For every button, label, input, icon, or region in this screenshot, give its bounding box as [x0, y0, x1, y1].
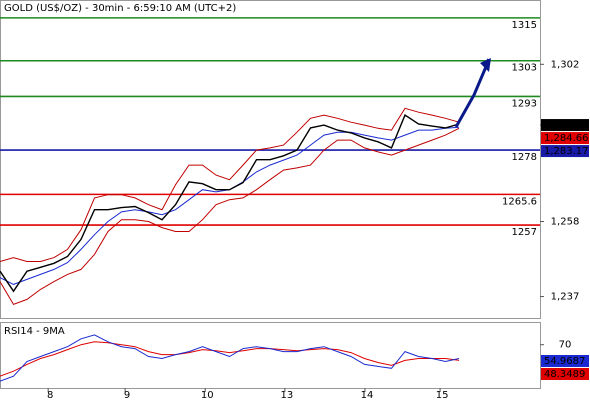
forecast-arrow	[454, 62, 488, 128]
price-tag	[541, 354, 589, 367]
series-line	[0, 341, 460, 377]
series-line	[0, 127, 460, 306]
price-tag-label: 54.9687	[544, 356, 585, 367]
level-label: 1315	[512, 20, 537, 31]
y-tick-label: 1,258	[551, 217, 580, 228]
price-tag-label: 1,283.17	[544, 146, 589, 157]
price-tag-label: 48.3489	[544, 369, 585, 380]
x-tick-label: 9	[124, 390, 130, 400]
rsi-panel	[0, 322, 541, 389]
arrow-head	[480, 58, 491, 72]
x-tick-label: 8	[47, 390, 53, 400]
price-tag	[541, 145, 589, 158]
level-label: 1265.6	[502, 196, 537, 207]
series-line	[0, 114, 460, 293]
y-tick-label: 70	[559, 340, 572, 351]
price-tag	[541, 132, 589, 145]
y-tick-label: 1,237	[551, 292, 580, 303]
chart-title: GOLD (US$/OZ) - 30min - 6:59:10 AM (UTC+…	[4, 3, 236, 14]
series-line	[0, 107, 460, 262]
level-label: 1293	[512, 98, 537, 109]
x-tick-label: 13	[280, 390, 293, 400]
y-tick-label: 1,302	[551, 59, 580, 70]
level-label: 1278	[512, 152, 537, 163]
price-tag-label: 1,285	[544, 120, 573, 131]
price-tag	[541, 119, 589, 132]
x-tick-label: 10	[201, 390, 214, 400]
level-label: 1257	[512, 227, 537, 238]
level-label: 1303	[512, 63, 537, 74]
price-tag-label: 1,284.66	[544, 133, 589, 144]
x-tick-label: 15	[436, 390, 449, 400]
x-tick-label: 14	[361, 390, 374, 400]
rsi-title: RSI14 - 9MA	[4, 326, 65, 337]
price-tag	[541, 367, 589, 380]
series-line	[0, 334, 460, 382]
